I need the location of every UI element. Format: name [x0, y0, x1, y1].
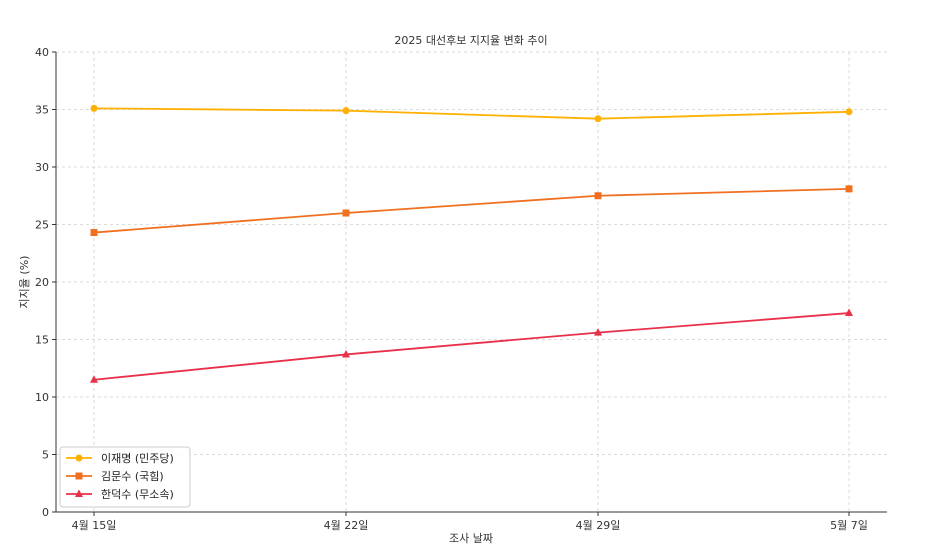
data-point: [90, 229, 98, 237]
axes: [52, 51, 887, 516]
series-line: [93, 312, 850, 381]
legend-label: 김문수 (국힘): [101, 470, 164, 483]
series-line: [93, 107, 850, 120]
data-point: [90, 104, 98, 112]
tick-labels: 0 5 10 15 20 25 30 35 40 4월 15일 4월 22일 4월 29일 5월 7일: [35, 46, 868, 532]
y-tick-label: 10: [35, 391, 49, 404]
data-point: [342, 107, 350, 115]
legend: 이재명 (민주당) 김문수 (국힘) 한덕수 (무소속): [59, 446, 191, 508]
chart-title: 2025 대선후보 지지율 변화 추이: [394, 34, 547, 47]
series-1: [90, 104, 853, 123]
data-point: [845, 308, 853, 317]
y-tick-label: 40: [35, 46, 49, 59]
legend-swatch-marker: [75, 454, 83, 462]
legend-item: 김문수 (국힘): [66, 470, 164, 483]
y-tick-label: 25: [35, 219, 49, 232]
legend-item: 한덕수 (무소속): [66, 488, 174, 501]
y-tick-label: 5: [42, 449, 49, 462]
y-axis-label: 지지율 (%): [18, 256, 31, 309]
data-point: [845, 108, 853, 116]
data-point: [594, 328, 602, 336]
x-tick-label: 4월 29일: [576, 518, 621, 532]
series-2: [90, 185, 853, 237]
legend-item: 이재명 (민주당): [66, 452, 174, 465]
legend-label: 이재명 (민주당): [101, 452, 174, 465]
data-point: [594, 192, 602, 200]
y-tick-label: 35: [35, 104, 49, 117]
series-line: [93, 187, 850, 234]
legend-swatch-marker: [75, 472, 83, 480]
series-3: [90, 308, 853, 383]
x-tick-label: 4월 15일: [72, 518, 117, 532]
y-tick-label: 0: [42, 506, 49, 519]
data-point: [342, 349, 350, 358]
legend-label: 한덕수 (무소속): [101, 488, 174, 501]
y-tick-label: 30: [35, 161, 49, 174]
legend-swatch-marker: [75, 489, 83, 497]
grid: [56, 51, 887, 512]
legend-box: [59, 446, 191, 508]
data-point: [845, 185, 853, 193]
x-tick-label: 5월 7일: [830, 518, 868, 532]
data-point: [594, 115, 602, 123]
data-point: [342, 209, 350, 217]
series-lines: [90, 104, 853, 383]
y-tick-label: 15: [35, 334, 49, 347]
y-tick-label: 20: [35, 276, 49, 289]
data-point: [90, 375, 98, 383]
x-tick-label: 4월 22일: [324, 518, 369, 532]
x-axis-label: 조사 날짜: [449, 532, 493, 545]
